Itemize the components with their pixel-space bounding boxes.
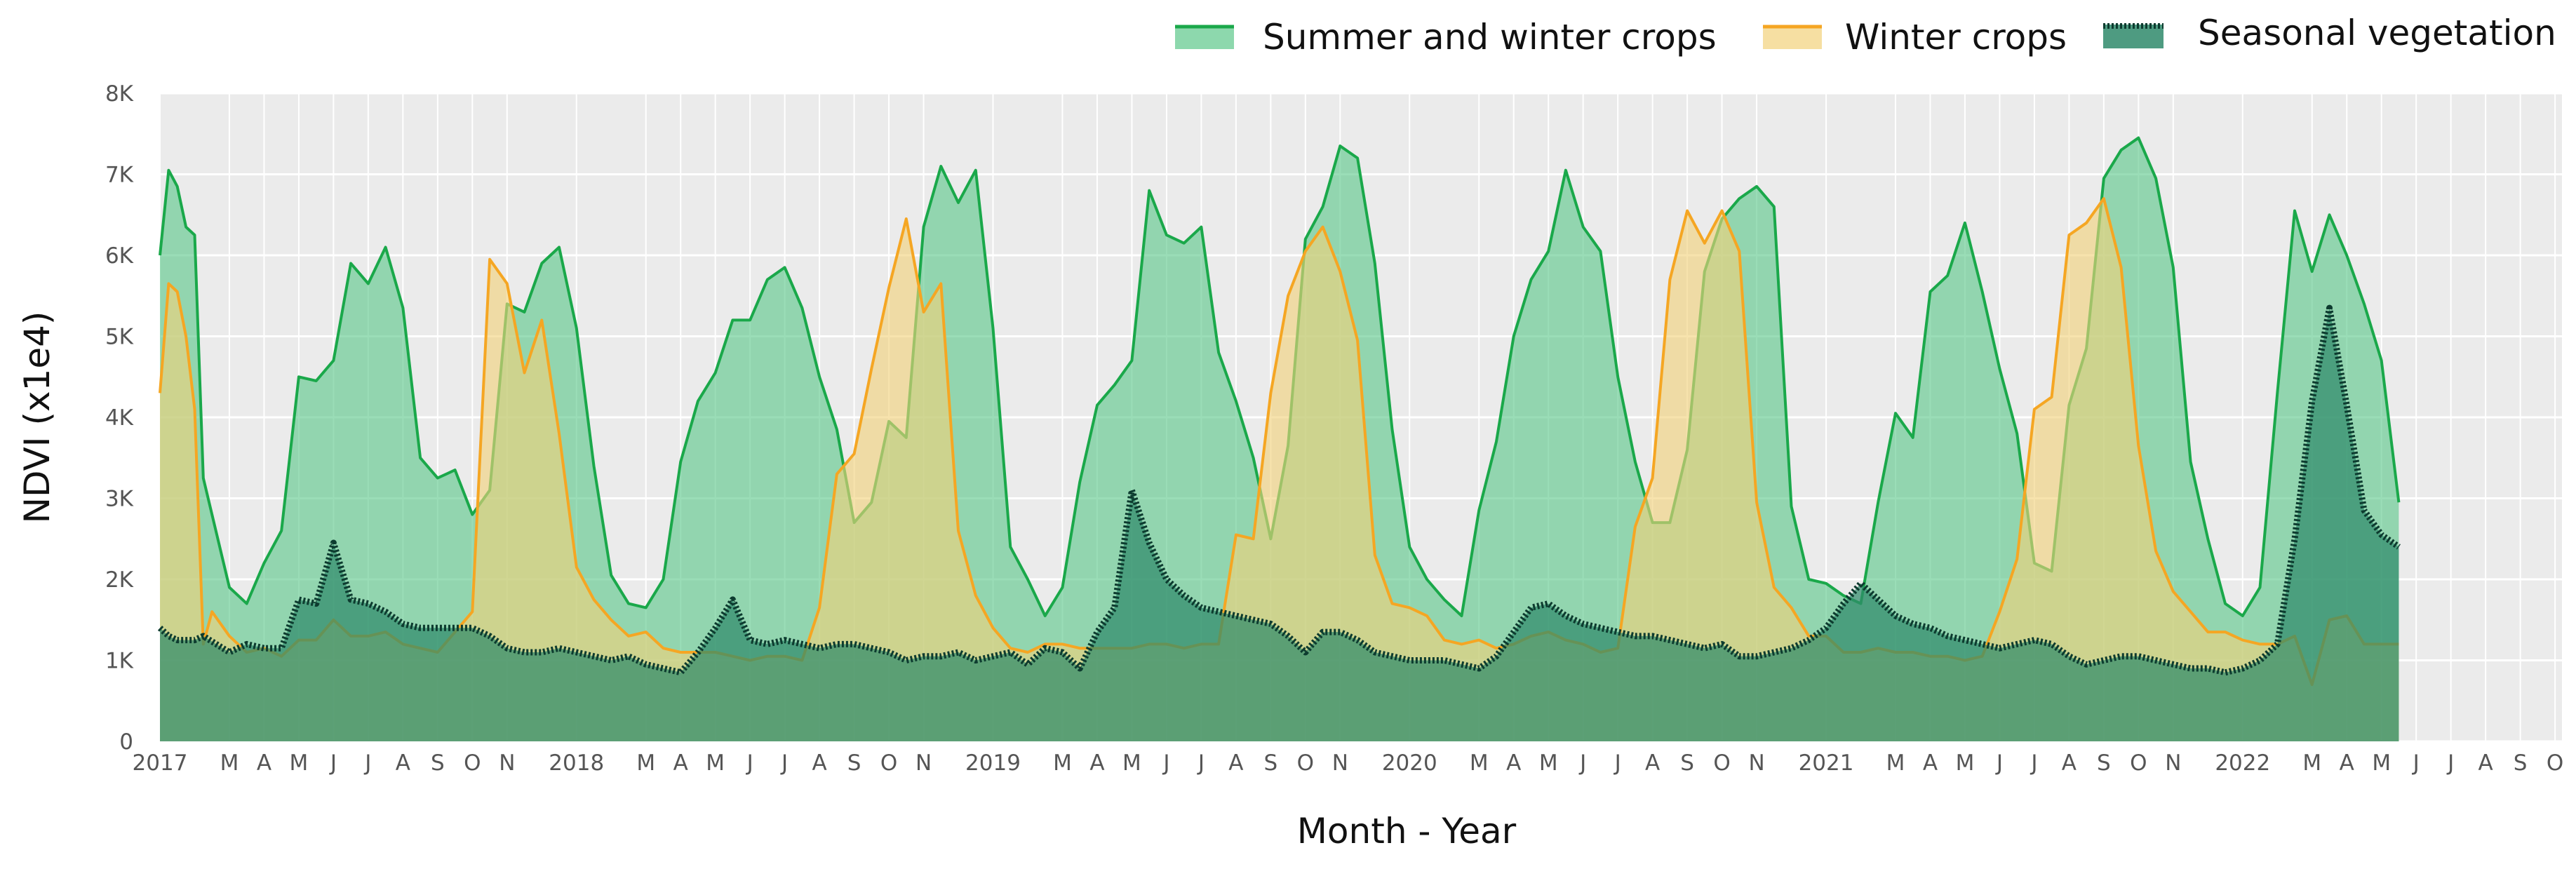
x-tick-label: M [706,750,725,776]
x-tick-label: M [636,750,655,776]
legend-label-summer-winter-crops: Summer and winter crops [1263,17,1717,58]
x-tick-label: M [1886,750,1905,776]
x-tick-label: 2017 [133,750,188,776]
series-line-winter-crops [159,197,2399,687]
x-tick-label: 2019 [965,750,1021,776]
legend-label-winter-crops: Winter crops [1845,17,2067,58]
x-tick-label: A [257,750,271,776]
y-tick-label: 5K [105,325,134,350]
x-tick-label: M [1539,750,1558,776]
x-tick-label: A [1923,750,1938,776]
x-tick-label: S [847,750,861,776]
series-area-seasonal-vegetation [160,308,2399,742]
x-tick-label: O [880,750,897,776]
x-tick-label: M [2372,750,2391,776]
x-tick-label: O [2130,750,2147,776]
x-tick-label: J [2412,750,2420,776]
x-tick-label: M [220,750,239,776]
x-tick-label: M [2302,750,2321,776]
x-tick-label: J [746,750,753,776]
x-tick-label: N [1748,750,1764,776]
x-tick-label: J [2030,750,2037,776]
x-tick-label: J [1995,750,2003,776]
x-tick-label: M [1122,750,1141,776]
x-tick-label: M [1470,750,1489,776]
x-tick-label: A [1228,750,1243,776]
x-tick-label: S [2097,750,2111,776]
x-tick-label: N [1332,750,1348,776]
x-tick-label: O [2547,750,2563,776]
y-axis-label: NDVI (x1e4) [17,311,58,524]
x-tick-label: A [2340,750,2354,776]
y-tick-label: 8K [105,81,134,107]
x-tick-label: 2021 [1799,750,1854,776]
legend-swatch-winter-crops [1763,27,1822,49]
x-tick-label: 2022 [2215,750,2270,776]
series-area-winter-crops [160,198,2399,742]
y-tick-label: 6K [105,243,134,269]
legend-item-summer-winter-crops: Summer and winter crops [1175,17,1717,58]
legend: Summer and winter crops Winter crops Sea… [1175,13,2556,58]
x-tick-label: O [1297,750,1314,776]
legend-item-winter-crops: Winter crops [1763,17,2067,58]
x-tick-label: N [499,750,515,776]
y-tick-label: 1K [105,649,134,674]
legend-label-seasonal-vegetation: Seasonal vegetation [2198,13,2556,53]
x-tick-label: N [2165,750,2181,776]
y-tick-label: 7K [105,163,134,188]
y-axis-ticks: 0 1K 2K 3K 4K 5K 6K 7K 8K [105,81,134,755]
x-tick-label: 2018 [549,750,604,776]
y-tick-label: 4K [105,405,134,431]
x-tick-label: A [2478,750,2493,776]
x-tick-label: J [2446,750,2454,776]
x-tick-label: J [1578,750,1586,776]
x-axis-label: Month - Year [1297,811,1517,851]
x-tick-label: A [1089,750,1104,776]
y-tick-label: 3K [105,487,134,512]
x-tick-label: O [1713,750,1730,776]
x-tick-label: J [780,750,788,776]
x-tick-label: J [363,750,371,776]
x-tick-label: A [2062,750,2077,776]
x-tick-label: J [329,750,337,776]
x-tick-label: M [290,750,309,776]
x-tick-label: M [1053,750,1072,776]
y-tick-label: 2K [105,567,134,593]
x-tick-label: J [1197,750,1205,776]
x-tick-label: A [1506,750,1521,776]
x-tick-label: A [673,750,688,776]
series-area-summer-winter-crops [160,137,2399,741]
x-tick-label: S [2514,750,2528,776]
series-areas [157,136,2401,742]
x-tick-label: N [915,750,932,776]
x-tick-label: A [812,750,827,776]
x-tick-label: A [396,750,410,776]
legend-item-seasonal-vegetation: Seasonal vegetation [2103,13,2556,53]
x-tick-label: 2020 [1382,750,1437,776]
x-tick-label: S [1264,750,1278,776]
x-tick-label: M [1956,750,1975,776]
x-tick-label: J [1162,750,1169,776]
legend-swatch-summer-winter-crops [1175,27,1234,49]
x-tick-label: S [431,750,445,776]
x-axis-ticks: 2017 M A M J J A S O N 2018 M A M J J A S O N 2019 M A M J J A S O N 2… [133,750,2564,776]
series-line-seasonal-vegetation [157,304,2401,676]
y-tick-label: 0 [119,729,133,755]
x-tick-label: J [1614,750,1621,776]
x-tick-label: O [464,750,481,776]
x-tick-label: A [1645,750,1660,776]
x-tick-label: S [1680,750,1694,776]
